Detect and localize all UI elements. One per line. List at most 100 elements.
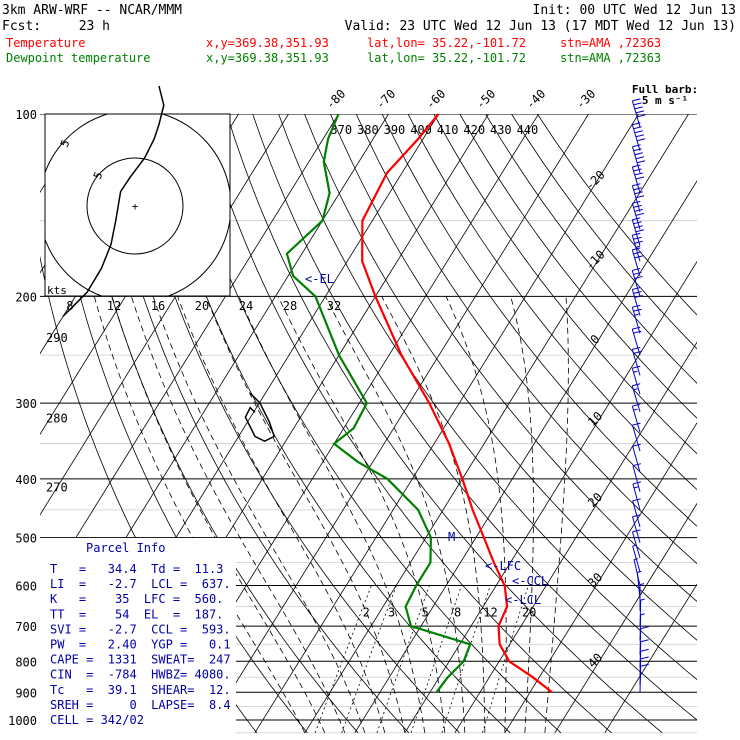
mixing-ratio-label: 2 bbox=[363, 606, 370, 620]
wind-barb-flag bbox=[636, 114, 646, 118]
hodograph-speed-label: 12 bbox=[107, 299, 121, 313]
pressure-tick-label: 800 bbox=[15, 655, 37, 669]
theta-label: 440 bbox=[517, 123, 539, 137]
wind-barb-staff bbox=[632, 500, 641, 527]
hodograph-frame bbox=[44, 113, 231, 297]
wind-barb-flag bbox=[634, 225, 643, 229]
hodograph-trace bbox=[62, 85, 276, 443]
wind-barb-flag bbox=[632, 200, 641, 204]
wind-barb-flag bbox=[632, 529, 641, 533]
dry-adiabat-line bbox=[252, 114, 697, 721]
lcl-label: <-LCL bbox=[505, 593, 541, 607]
isotherm-line bbox=[404, 260, 697, 734]
wind-barb bbox=[631, 422, 641, 452]
wind-barb-flag bbox=[633, 221, 642, 225]
isotherm-label: 30 bbox=[585, 570, 605, 590]
dry-adiabat-line bbox=[226, 114, 663, 734]
hodograph-ring-inner bbox=[86, 157, 184, 255]
isotherm-label: -50 bbox=[473, 87, 498, 112]
wind-barb-flag bbox=[634, 172, 643, 176]
wind-barb bbox=[632, 463, 642, 492]
wind-barb-flag bbox=[634, 208, 643, 212]
wind-barb-staff bbox=[639, 666, 642, 693]
theta-label: 370 bbox=[330, 123, 352, 137]
wind-barb bbox=[631, 286, 643, 316]
hodograph: 5 5 + kts bbox=[44, 85, 276, 443]
moist-adiabat-line bbox=[324, 296, 466, 733]
wind-barb bbox=[631, 217, 644, 246]
wind-barb-flag bbox=[635, 176, 645, 180]
mixing-ratio-label: 20 bbox=[522, 606, 536, 620]
pressure-labels: 100 200 300 400 500 600 700 800 900 1000 bbox=[8, 108, 37, 728]
theta-label: 400 bbox=[410, 123, 432, 137]
hodograph-ring-label-inner: 5 bbox=[91, 170, 106, 181]
mixing-ratio-line bbox=[314, 585, 372, 733]
hodograph-units: kts bbox=[47, 284, 67, 297]
wind-barb bbox=[631, 383, 641, 412]
wind-barb-flag bbox=[633, 308, 642, 312]
legend-dewpoint-station: stn=AMA ,72363 bbox=[560, 51, 661, 65]
wind-barb-flag bbox=[634, 152, 643, 156]
wind-barb-flag bbox=[632, 232, 641, 236]
dry-adiabat-line bbox=[200, 114, 612, 734]
wind-barb-flag bbox=[634, 240, 643, 244]
wind-barb-flag bbox=[636, 138, 646, 142]
moist-adiabat-line bbox=[111, 296, 326, 733]
wind-barb-flag bbox=[632, 422, 641, 426]
dry-adiabat-line bbox=[381, 114, 697, 527]
mixing-ratio-line bbox=[482, 585, 529, 733]
wind-barb-flag bbox=[634, 294, 643, 298]
dry-adiabat-line bbox=[407, 114, 697, 491]
wind-barb-flag bbox=[634, 275, 643, 279]
dry-adiabat-line bbox=[485, 114, 697, 384]
dry-adiabat-line bbox=[355, 114, 697, 565]
wind-barb-flag bbox=[633, 168, 642, 172]
legend-dewpoint: Dewpoint temperature x,y=369.38,351.93 l… bbox=[6, 51, 661, 65]
theta-label: 420 bbox=[463, 123, 485, 137]
isotherm-line bbox=[40, 114, 339, 597]
wind-barb-half-flag bbox=[639, 583, 645, 586]
pressure-tick-label: 400 bbox=[15, 473, 37, 487]
legend-temperature-station: stn=AMA ,72363 bbox=[560, 36, 661, 50]
wind-barb-flag bbox=[632, 267, 641, 271]
wind-barb-staff bbox=[631, 516, 641, 543]
isotherm-line bbox=[204, 114, 589, 734]
moist-adiabat-line bbox=[93, 296, 306, 733]
dewpoint-line bbox=[285, 113, 472, 693]
wind-barb-flag bbox=[632, 286, 641, 290]
mixing-ratio-label: 3 bbox=[388, 606, 395, 620]
wind-barb-flag bbox=[640, 648, 649, 652]
moist-adiabat-line bbox=[445, 296, 507, 733]
wind-barb bbox=[639, 663, 649, 693]
dry-adiabat-line bbox=[148, 114, 511, 734]
moist-adiabat-line bbox=[510, 296, 534, 733]
wind-barb bbox=[631, 304, 642, 334]
mixing-ratio-line bbox=[341, 585, 397, 733]
forecast-hour: 23 h bbox=[79, 19, 110, 34]
wind-barb-flag bbox=[633, 102, 642, 106]
wind-barb bbox=[632, 498, 641, 527]
hodograph-speed-label: 8 bbox=[66, 299, 73, 313]
wind-barb-flag bbox=[640, 626, 649, 630]
wind-barb-flag bbox=[632, 183, 641, 187]
wind-barb-half-flag bbox=[633, 388, 638, 391]
model-title: 3km ARW-WRF -- NCAR/MMM bbox=[2, 3, 182, 18]
wind-barb bbox=[632, 443, 641, 473]
wind-barb-flag bbox=[635, 134, 645, 138]
wind-barb-flag bbox=[632, 98, 641, 102]
theta-side-label: 280 bbox=[46, 412, 68, 426]
isotherm-label: -70 bbox=[373, 87, 398, 112]
moist-adiabat-line bbox=[277, 296, 446, 733]
isotherm-label: -30 bbox=[573, 87, 598, 112]
wind-barb bbox=[631, 144, 646, 173]
isotherm-line bbox=[504, 422, 697, 734]
moist-adiabat-line bbox=[131, 296, 346, 733]
wind-barb-flag bbox=[632, 463, 642, 467]
wind-barb-staff bbox=[631, 424, 641, 452]
wind-barb-flag bbox=[633, 148, 642, 152]
wind-barb-flag bbox=[634, 191, 643, 195]
isotherm-line bbox=[454, 341, 697, 734]
wind-barb-flag bbox=[634, 106, 643, 110]
parcel-info-row: CELL = 342/02 bbox=[50, 713, 144, 727]
